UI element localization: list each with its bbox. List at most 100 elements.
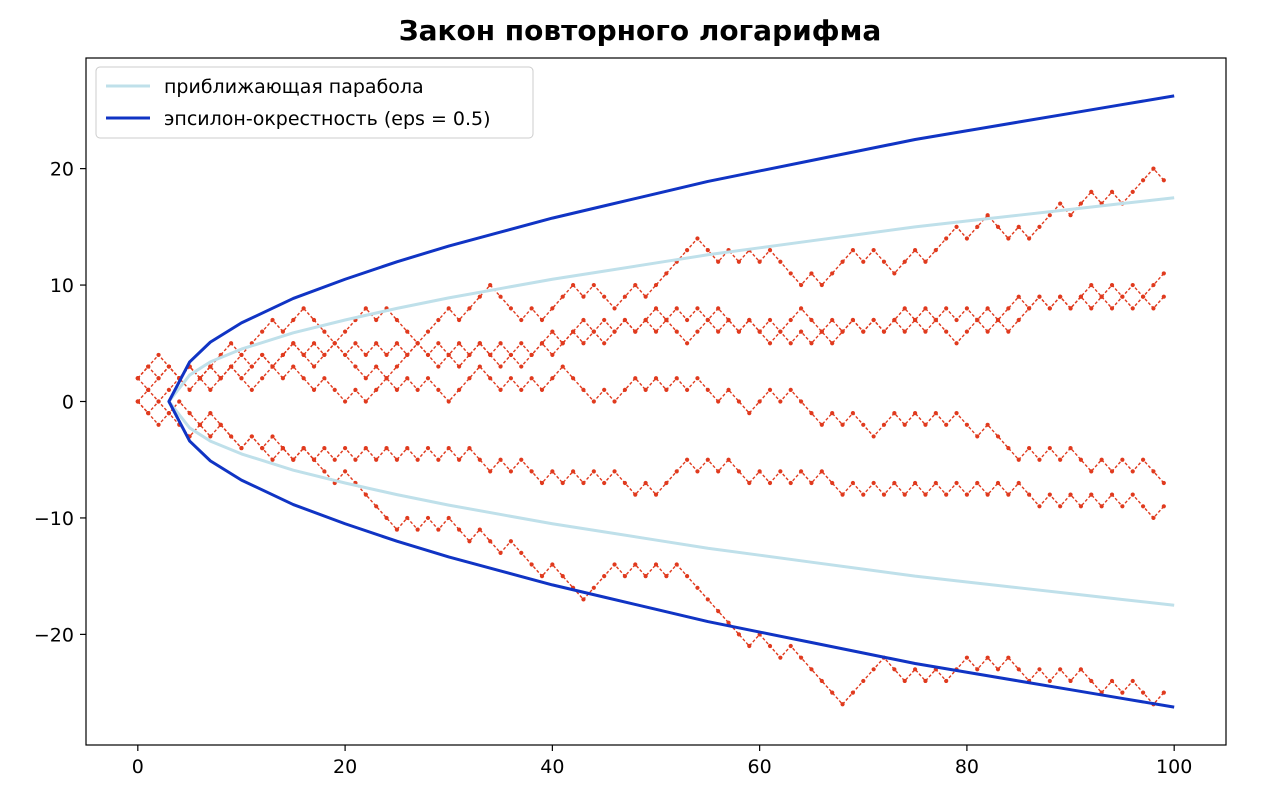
walk-point [498, 294, 503, 299]
walk-point [208, 387, 213, 392]
walk-point [1006, 306, 1011, 311]
walk-point [902, 422, 907, 427]
walk-point [1151, 306, 1156, 311]
walk-point [716, 469, 721, 474]
walk-point [964, 655, 970, 660]
walk-point [1078, 504, 1084, 509]
walk-point [156, 399, 161, 404]
walk-point [550, 329, 555, 334]
walk-point [757, 469, 762, 474]
walk-point [342, 445, 348, 451]
walk-point [1037, 457, 1042, 462]
walk-point [581, 317, 586, 323]
walk-point [135, 376, 140, 381]
walk-point [954, 341, 959, 346]
walk-point [736, 469, 742, 474]
walk-point [684, 457, 690, 462]
walk-point [239, 445, 244, 451]
walk-point [861, 422, 866, 427]
walk-point [1047, 678, 1052, 684]
walk-point [985, 492, 990, 497]
walk-point [809, 411, 814, 416]
walk-point [456, 387, 462, 392]
y-tick-label: 20 [50, 159, 74, 181]
walk-point [374, 364, 379, 369]
walk-point [653, 306, 659, 311]
walk-point [861, 259, 866, 264]
walk-point [456, 364, 462, 369]
walk-point [1016, 480, 1021, 486]
walk-point [488, 352, 493, 358]
walk-point [602, 317, 607, 323]
walk-point [684, 574, 690, 579]
walk-point [498, 457, 503, 462]
x-tick-label: 40 [540, 756, 564, 778]
walk-point [830, 317, 835, 323]
walk-point [467, 539, 472, 544]
walk-point [1099, 457, 1104, 462]
x-tick-label: 60 [748, 756, 772, 778]
walk-point [208, 364, 213, 369]
envelope-line [167, 94, 1175, 709]
walk-point [301, 306, 306, 311]
walk-point [1140, 690, 1146, 695]
walk-point [498, 364, 503, 369]
walk-point [622, 317, 628, 323]
walk-point [809, 667, 814, 672]
walk-point [488, 539, 493, 544]
walk-point [539, 341, 545, 346]
walk-point [995, 667, 1001, 672]
walk-point [985, 329, 990, 334]
walk-point [892, 317, 897, 323]
walk-point [1047, 445, 1052, 451]
walk-point [353, 364, 358, 369]
walk-point [539, 387, 545, 392]
walk-point [1006, 329, 1011, 334]
walk-point [747, 411, 752, 416]
walk-point [1109, 189, 1115, 195]
walk-point [1130, 469, 1135, 474]
walk-point [923, 306, 928, 311]
walk-point [467, 376, 472, 381]
walk-point [705, 597, 710, 602]
walk-point [912, 480, 918, 486]
walk-point [798, 469, 804, 474]
walk-point [902, 259, 907, 264]
walk-point [695, 306, 700, 311]
walk-point [228, 364, 234, 369]
x-tick-label: 20 [333, 756, 357, 778]
walk-point [488, 469, 493, 474]
walk-point [456, 457, 462, 462]
walk-point [933, 248, 938, 253]
walk-point [446, 399, 451, 404]
walk-point [363, 376, 368, 381]
walk-point [1151, 282, 1156, 288]
walk-point [270, 364, 275, 369]
walk-point [975, 480, 980, 486]
walk-point [1140, 457, 1146, 462]
walk-point [519, 387, 524, 392]
walk-point [425, 376, 431, 381]
walk-point [456, 341, 462, 346]
walk-point [425, 352, 431, 358]
walk-point [280, 445, 286, 451]
walk-point [260, 352, 265, 358]
walk-point [477, 527, 482, 532]
walk-point [228, 434, 234, 439]
walk-point [1161, 271, 1166, 276]
walk-point [902, 678, 907, 684]
walk-point [923, 329, 928, 334]
walk-point [1161, 480, 1166, 486]
walk-point [674, 562, 679, 567]
walk-point [1068, 492, 1073, 497]
walk-point [664, 271, 669, 276]
walk-point [653, 492, 659, 497]
walk-point [301, 445, 306, 451]
walk-point [923, 422, 928, 427]
walk-point [830, 480, 835, 486]
walk-point [1006, 445, 1011, 451]
walk-point [736, 329, 742, 334]
walk-point [197, 422, 203, 427]
walk-point [581, 294, 586, 299]
